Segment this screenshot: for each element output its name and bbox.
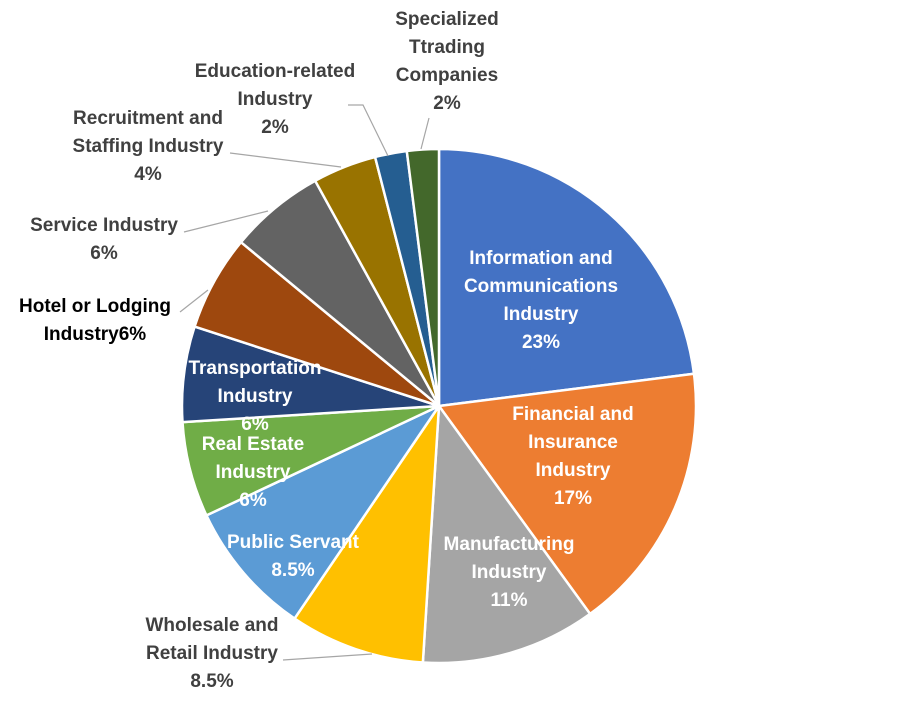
data-label-line: Companies [396,65,498,86]
data-label-line: Hotel or Lodging [19,296,171,317]
data-label-line: Service Industry [30,215,178,236]
data-label-service-industry: Service Industry 6% [30,215,178,264]
data-label-line: Financial and [512,404,633,425]
data-label-education-related-industry: Education-related Industry 2% [195,61,355,138]
leader-line-wholesale-and-retail-industry [282,653,373,661]
data-label-line: 23% [522,332,560,353]
data-label-line: 8.5% [190,671,233,692]
data-label-line: Communications [464,276,618,297]
data-label-wholesale-and-retail-industry: Wholesale and Retail Industry 8.5% [145,615,278,692]
data-label-line: 8.5% [271,560,314,581]
data-label-manufacturing-industry: Manufacturing Industry 11% [444,534,575,611]
data-label-line: Public Servant [227,532,360,553]
data-label-line: 2% [433,93,461,114]
data-label-line: 6% [241,414,269,435]
data-label-line: Industry [536,460,611,481]
slice-public-servant [205,404,441,620]
data-label-line: 17% [554,488,592,509]
pie-slices [180,147,698,665]
data-label-financial-and-insurance-industry: Financial and Insurance Industry 17% [512,404,633,509]
leader-line-hotel-or-lodging-industry [179,289,209,313]
data-label-line: Industry [472,562,547,583]
data-label-line: Transportation [188,358,321,379]
data-label-line: 6% [90,243,118,264]
data-label-information-and-communications-industry: Information and Communications Industry 23% [464,248,618,353]
data-label-line: 4% [134,164,162,185]
data-label-line: Ttrading [409,37,485,58]
slice-wholesale-and-retail-industry [293,404,441,664]
data-label-line: Real Estate [202,434,304,455]
data-labels: Information and Communications Industry 23%… [19,9,634,692]
slice-manufacturing-industry [421,404,592,665]
slice-financial-and-insurance-industry [437,372,698,616]
slice-information-and-communications-industry [437,147,696,408]
data-label-line: Insurance [528,432,618,453]
data-label-line: Staffing Industry [73,136,224,157]
data-label-line: Industry6% [44,324,147,345]
data-label-line: 11% [491,590,528,611]
data-label-line: Retail Industry [146,643,278,664]
data-label-recruitment-and-staffing-industry: Recruitment and Staffing Industry 4% [73,108,224,185]
leader-lines [179,104,430,661]
data-label-transportation-industry: Transportation Industry 6% [188,358,321,435]
data-label-real-estate-industry: Real Estate Industry 6% [202,434,304,511]
data-label-public-servant: Public Servant 8.5% [227,532,360,581]
data-label-line: 2% [261,117,289,138]
leader-line-education-related-industry [348,104,389,157]
leader-line-recruitment-and-staffing-industry [229,152,342,168]
data-label-line: Wholesale and [145,615,278,636]
data-label-line: Information and [469,248,613,269]
data-label-line: Education-related [195,61,355,82]
data-label-line: 6% [239,490,267,511]
data-label-line: Manufacturing [444,534,575,555]
data-label-line: Industry [218,386,293,407]
leader-line-service-industry [183,210,269,233]
data-label-line: Industry [504,304,579,325]
leader-line-specialized-ttrading-companies [420,117,430,150]
data-label-line: Industry [216,462,291,483]
data-label-line: Recruitment and [73,108,223,129]
data-label-specialized-ttrading-companies: Specialized Ttrading Companies 2% [395,9,499,114]
data-label-line: Specialized [395,9,499,30]
data-label-line: Industry [238,89,313,110]
data-label-hotel-or-lodging-industry: Hotel or Lodging Industry6% [19,296,171,345]
slice-specialized-ttrading-companies [405,147,441,408]
